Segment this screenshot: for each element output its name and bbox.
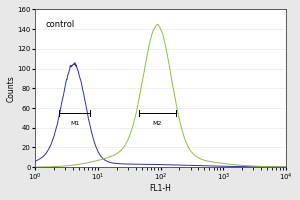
Text: control: control [45, 20, 74, 29]
Text: M2: M2 [153, 121, 162, 126]
Text: M1: M1 [70, 121, 79, 126]
X-axis label: FL1-H: FL1-H [150, 184, 172, 193]
Y-axis label: Counts: Counts [7, 75, 16, 102]
